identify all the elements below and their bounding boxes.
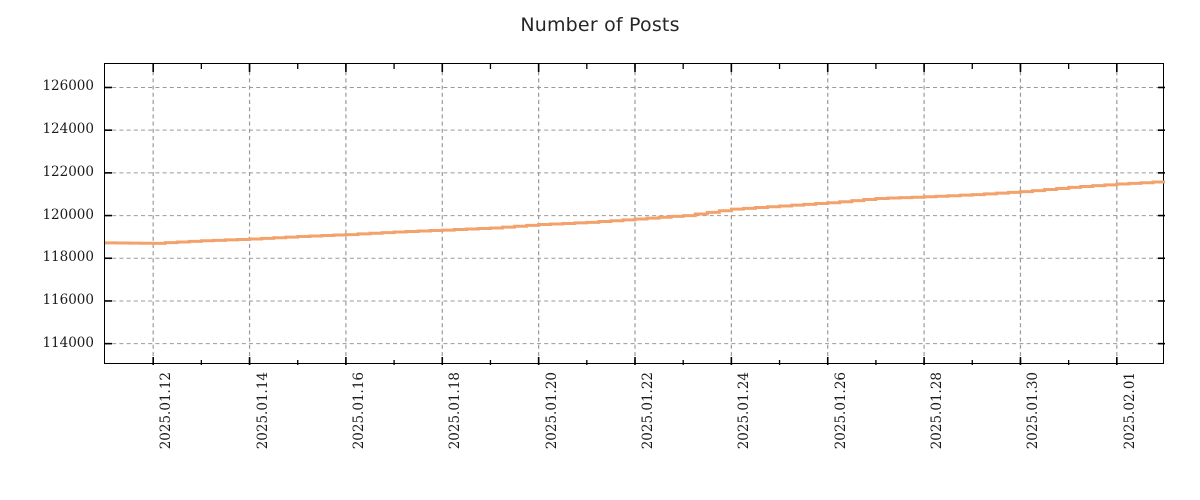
x-axis-tick-label: 2025.01.26: [832, 372, 849, 450]
plot-canvas: [105, 64, 1165, 365]
x-axis-tick-label: 2025.01.30: [1025, 372, 1042, 450]
y-axis-tick-label: 114000: [42, 334, 94, 351]
x-axis-tick-label: 2025.01.16: [350, 372, 367, 450]
data-series-line: [105, 180, 1165, 245]
x-axis-tick-labels: 2025.01.12 2025.01.14 2025.01.16 2025.01.18…: [0, 372, 1200, 500]
x-axis-tick-label: 2025.01.14: [254, 372, 271, 450]
y-axis-tick-labels: 114000 116000 118000 120000 122000 124000 1260…: [0, 0, 94, 500]
x-axis-tick-label: 2025.01.12: [158, 372, 175, 450]
x-axis-tick-label: 2025.02.01: [1121, 372, 1138, 450]
y-axis-tick-label: 122000: [42, 163, 94, 180]
x-axis-tick-label: 2025.01.18: [447, 372, 464, 450]
y-axis-tick-label: 120000: [42, 206, 94, 223]
y-axis-tick-label: 124000: [42, 121, 94, 138]
x-axis-tick-label: 2025.01.28: [929, 372, 946, 450]
x-axis-ticks: [152, 64, 1118, 365]
x-axis-tick-label: 2025.01.22: [640, 372, 656, 450]
x-axis-tick-label: 2025.01.20: [543, 372, 560, 450]
y-gridlines: [105, 86, 1165, 345]
plot-area: [104, 63, 1165, 365]
chart-title: Number of Posts: [520, 14, 680, 36]
y-axis-tick-label: 118000: [42, 249, 94, 266]
y-axis-tick-label: 116000: [42, 291, 94, 308]
x-axis-tick-label: 2025.01.24: [736, 372, 753, 450]
x-gridlines: [152, 64, 1118, 365]
y-axis-ticks: [105, 86, 1165, 345]
y-axis-tick-label: 126000: [42, 78, 94, 95]
